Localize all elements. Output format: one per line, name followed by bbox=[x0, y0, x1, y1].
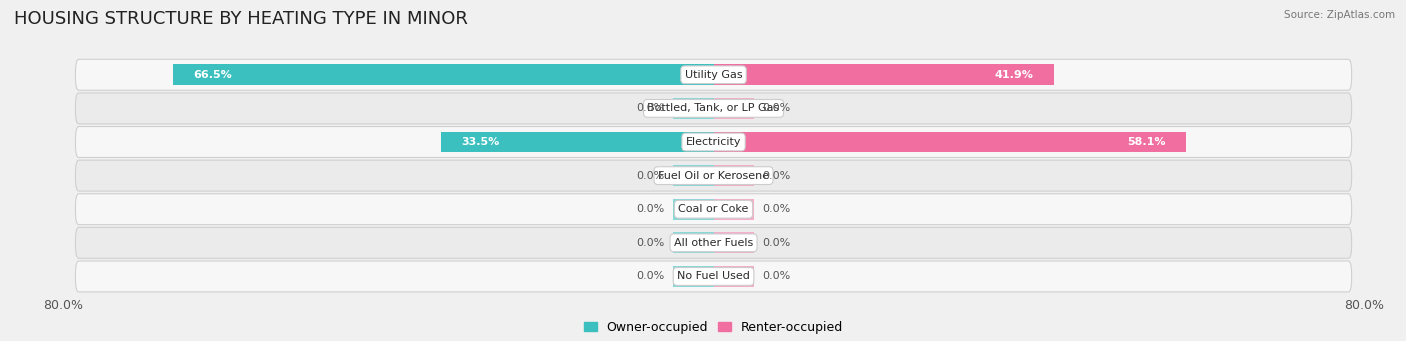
Bar bbox=[673, 98, 713, 119]
Text: 0.0%: 0.0% bbox=[637, 238, 665, 248]
Text: 0.0%: 0.0% bbox=[637, 204, 665, 214]
Bar bbox=[673, 199, 713, 220]
Text: 41.9%: 41.9% bbox=[995, 70, 1033, 80]
Text: No Fuel Used: No Fuel Used bbox=[678, 271, 749, 281]
FancyBboxPatch shape bbox=[76, 127, 1351, 158]
Bar bbox=[173, 64, 713, 85]
Text: Utility Gas: Utility Gas bbox=[685, 70, 742, 80]
FancyBboxPatch shape bbox=[76, 194, 1351, 225]
Text: 0.0%: 0.0% bbox=[637, 103, 665, 114]
Bar bbox=[713, 266, 754, 287]
Text: 0.0%: 0.0% bbox=[762, 103, 790, 114]
FancyBboxPatch shape bbox=[76, 261, 1351, 292]
FancyBboxPatch shape bbox=[76, 93, 1351, 124]
Bar bbox=[713, 165, 754, 186]
FancyBboxPatch shape bbox=[76, 160, 1351, 191]
Text: Bottled, Tank, or LP Gas: Bottled, Tank, or LP Gas bbox=[647, 103, 780, 114]
Legend: Owner-occupied, Renter-occupied: Owner-occupied, Renter-occupied bbox=[579, 316, 848, 339]
Text: HOUSING STRUCTURE BY HEATING TYPE IN MINOR: HOUSING STRUCTURE BY HEATING TYPE IN MIN… bbox=[14, 10, 468, 28]
Text: 0.0%: 0.0% bbox=[762, 170, 790, 181]
Text: 66.5%: 66.5% bbox=[193, 70, 232, 80]
Bar bbox=[713, 233, 754, 253]
Text: 0.0%: 0.0% bbox=[637, 170, 665, 181]
Text: 0.0%: 0.0% bbox=[637, 271, 665, 281]
FancyBboxPatch shape bbox=[76, 59, 1351, 90]
Bar bbox=[673, 165, 713, 186]
FancyBboxPatch shape bbox=[76, 227, 1351, 258]
Text: Fuel Oil or Kerosene: Fuel Oil or Kerosene bbox=[658, 170, 769, 181]
Bar bbox=[713, 199, 754, 220]
Text: 0.0%: 0.0% bbox=[762, 204, 790, 214]
Bar bbox=[713, 98, 754, 119]
Text: 0.0%: 0.0% bbox=[762, 271, 790, 281]
Text: Coal or Coke: Coal or Coke bbox=[678, 204, 749, 214]
Text: Electricity: Electricity bbox=[686, 137, 741, 147]
Bar bbox=[441, 132, 713, 152]
Text: Source: ZipAtlas.com: Source: ZipAtlas.com bbox=[1284, 10, 1395, 20]
Text: 33.5%: 33.5% bbox=[461, 137, 499, 147]
Text: 0.0%: 0.0% bbox=[762, 238, 790, 248]
Bar bbox=[673, 266, 713, 287]
Bar bbox=[673, 233, 713, 253]
Text: All other Fuels: All other Fuels bbox=[673, 238, 754, 248]
Text: 58.1%: 58.1% bbox=[1128, 137, 1166, 147]
Bar bbox=[713, 132, 1185, 152]
Bar bbox=[713, 64, 1054, 85]
